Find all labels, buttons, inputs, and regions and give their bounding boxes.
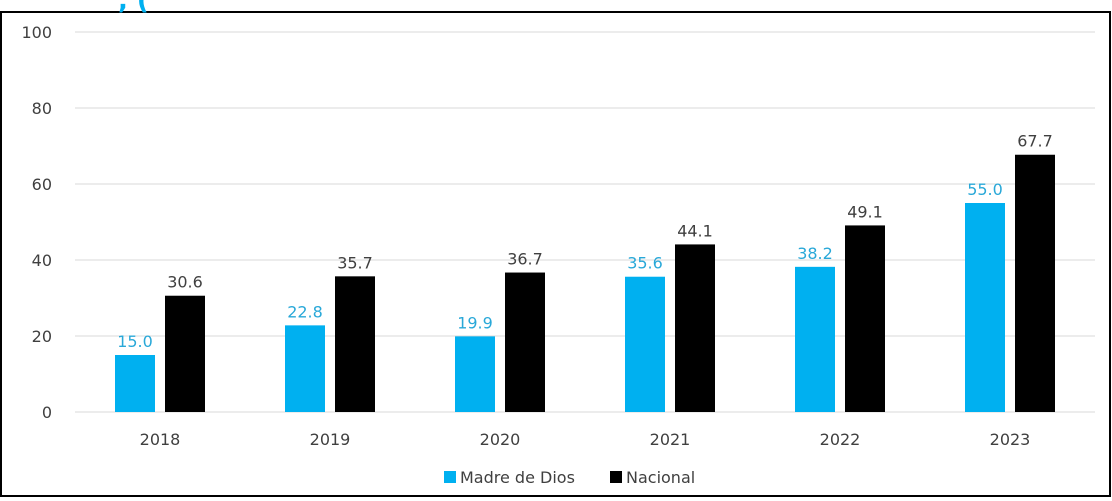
legend-swatch-madre-de-dios xyxy=(444,471,456,483)
x-tick-label: 2020 xyxy=(480,430,521,449)
bar-nacional xyxy=(1015,154,1055,413)
bar-madre-de-dios xyxy=(795,266,835,412)
chart-title-fragment: , ( xyxy=(118,0,149,16)
y-tick-label: 40 xyxy=(32,251,52,270)
bar-madre-de-dios xyxy=(965,203,1005,412)
bar-nacional xyxy=(335,276,375,412)
y-tick-label: 0 xyxy=(42,403,52,422)
data-label: 55.0 xyxy=(967,180,1003,199)
bar-nacional xyxy=(165,295,205,412)
y-tick-label: 20 xyxy=(32,327,52,346)
bar-madre-de-dios xyxy=(285,325,325,412)
bar-nacional xyxy=(675,244,715,412)
y-tick-label: 80 xyxy=(32,99,52,118)
bar-nacional xyxy=(505,272,545,412)
data-label: 36.7 xyxy=(507,250,543,269)
legend-label-nacional: Nacional xyxy=(626,468,695,487)
bar-madre-de-dios xyxy=(455,336,495,412)
legend-swatch-nacional xyxy=(610,471,622,483)
legend-label-madre-de-dios: Madre de Dios xyxy=(460,468,575,487)
data-label: 35.7 xyxy=(337,253,373,272)
y-tick-label: 100 xyxy=(21,23,52,42)
data-label: 19.9 xyxy=(457,313,493,332)
data-label: 38.2 xyxy=(797,244,833,263)
bar-nacional xyxy=(845,225,885,412)
x-tick-label: 2018 xyxy=(140,430,181,449)
x-tick-label: 2021 xyxy=(650,430,691,449)
x-tick-label: 2019 xyxy=(310,430,351,449)
chart-border xyxy=(0,11,1111,497)
y-tick-label: 60 xyxy=(32,175,52,194)
data-label: 67.7 xyxy=(1017,132,1053,151)
data-label: 30.6 xyxy=(167,273,203,292)
data-label: 44.1 xyxy=(677,221,713,240)
x-tick-label: 2022 xyxy=(820,430,861,449)
data-label: 35.6 xyxy=(627,254,663,273)
data-label: 22.8 xyxy=(287,302,323,321)
bar-madre-de-dios xyxy=(625,276,665,412)
data-label: 15.0 xyxy=(117,332,153,351)
bar-madre-de-dios xyxy=(115,355,155,412)
data-label: 49.1 xyxy=(847,202,883,221)
x-tick-label: 2023 xyxy=(990,430,1031,449)
